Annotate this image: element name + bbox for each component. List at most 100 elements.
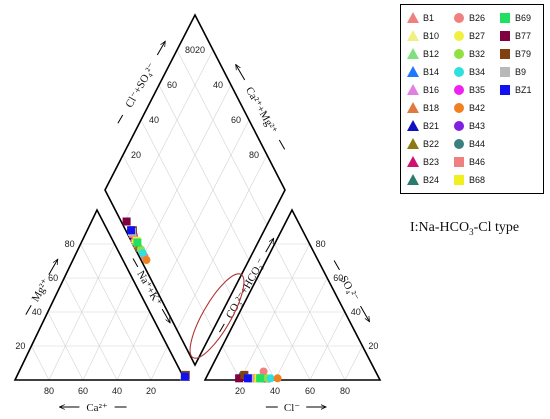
legend-marker: [500, 67, 510, 77]
diamond-left-tick-label: 80: [185, 45, 195, 55]
legend-label: BZ1: [515, 85, 532, 95]
ca-axis-label-text: Ca²⁺: [86, 402, 108, 414]
anion-point-B26: [259, 367, 268, 376]
cation-bottom-tick-label: 60: [78, 386, 88, 396]
so4-axis-label-text: SO₄²⁻: [337, 274, 361, 304]
legend-marker-shape: [454, 49, 464, 59]
anion-right-tick-label: 20: [368, 341, 378, 351]
anion-bottom-tick-label: 40: [270, 386, 280, 396]
diamond-left-tick-label: 20: [131, 150, 141, 160]
type-label-prefix: I:Na-HCO: [410, 220, 470, 235]
legend-marker-shape: [407, 66, 419, 77]
legend-item: B10: [407, 29, 439, 43]
anion-bottom-tick-label: 20: [235, 386, 245, 396]
legend-item: B23: [407, 155, 439, 169]
cation-bottom-tick-label: 20: [146, 386, 156, 396]
anion-triangle: [203, 208, 382, 381]
legend-label: B34: [469, 67, 486, 77]
legend-marker: [454, 13, 464, 23]
legend-item: B79: [499, 47, 531, 61]
legend-marker-shape: [454, 139, 464, 149]
legend-marker-shape: [454, 175, 464, 185]
legend-marker-shape: [454, 13, 464, 23]
legend-marker: [454, 139, 464, 149]
legend-label: B22: [423, 139, 440, 149]
legend-item: B27: [453, 29, 485, 43]
legend-label: B18: [423, 103, 440, 113]
legend-item: B68: [453, 173, 485, 187]
cl-so4-axis-label: Cl⁻+SO₄²⁻: [117, 39, 172, 124]
legend-marker-shape: [454, 31, 464, 41]
cation-gridline: [48, 243, 115, 381]
legend-label: B1: [423, 13, 435, 23]
legend-marker-shape: [407, 174, 419, 185]
na-k-axis-label: Na⁺+K⁺: [132, 258, 175, 326]
legend-marker: [454, 49, 464, 59]
cl-axis-label-text: Cl⁻: [284, 402, 300, 414]
legend-item: B35: [453, 83, 485, 97]
legend-label: B10: [423, 31, 440, 41]
cation-gridline: [150, 345, 168, 381]
legend-label: B16: [423, 85, 440, 95]
legend-label: B12: [423, 49, 440, 59]
anion-bottom-tick-label: 80: [340, 386, 350, 396]
na-k-axis-label-text: Na⁺+K⁺: [134, 269, 164, 309]
legend-label: B32: [469, 49, 486, 59]
cation-gridline: [63, 277, 118, 381]
legend-item: B26: [453, 11, 485, 25]
diamond-right-tick-label: 80: [249, 150, 259, 160]
legend-item: B34: [453, 65, 485, 79]
legend-marker: [454, 67, 464, 77]
legend-marker-shape: [454, 67, 464, 77]
anion-gridline: [256, 277, 311, 381]
legend-marker: [407, 48, 419, 59]
legend-marker: [500, 85, 510, 95]
legend-item: B44: [453, 137, 485, 151]
legend-marker-shape: [454, 121, 464, 131]
diamond-point-BZ1: [127, 226, 136, 235]
legend-marker: [500, 31, 510, 41]
legend-label: B27: [469, 31, 486, 41]
legend-marker: [454, 103, 464, 113]
legend-item: B9: [499, 65, 526, 79]
legend-marker-shape: [500, 85, 510, 95]
mg-axis-label-arrow: [48, 259, 58, 276]
type-label-subscript: 3: [469, 226, 474, 237]
legend-marker-shape: [407, 48, 419, 59]
water-type-label: I:Na-HCO3-Cl type: [410, 220, 519, 237]
ellipse-layer: [189, 273, 245, 359]
legend-label: B69: [515, 13, 532, 23]
anion-point-B69: [256, 374, 265, 383]
so4-axis-label-tail: [333, 260, 340, 271]
legend-marker: [407, 174, 419, 185]
legend-item: B24: [407, 173, 439, 187]
legend-marker: [454, 157, 464, 167]
ca-mg-axis-label-arrow: [236, 64, 246, 81]
cation-gridline: [82, 277, 133, 381]
legend-marker: [407, 66, 419, 77]
cation-bottom-tick-label: 80: [44, 386, 54, 396]
grid-layer: [31, 49, 363, 381]
legend-marker-shape: [407, 156, 419, 167]
legend-marker: [454, 121, 464, 131]
anion-gridline: [239, 243, 310, 381]
legend-marker: [407, 138, 419, 149]
tick-layer: 20 20 20 20 20 20 40 40 40 40 40 40 60 60 60 60 60 60 80 80…: [15, 45, 378, 396]
cation-gridline: [80, 243, 152, 381]
legend-item: B1: [407, 11, 434, 25]
cation-gridline: [31, 345, 50, 381]
legend-marker-shape: [454, 157, 464, 167]
diamond-gridline: [122, 49, 214, 226]
co3-hco3-axis-label-tail: [219, 323, 225, 333]
legend-label: B35: [469, 85, 486, 95]
diamond-left-tick-label: 60: [167, 80, 177, 90]
diamond-gridline: [176, 154, 268, 331]
diamond-gridline: [140, 84, 232, 261]
legend-marker-shape: [407, 138, 419, 149]
legend-marker-shape: [407, 12, 419, 23]
ca-mg-axis-label-tail: [278, 139, 286, 150]
legend-marker: [454, 31, 464, 41]
anion-point-BZ1: [243, 374, 252, 383]
cation-triangle: [13, 208, 187, 381]
legend-item: B42: [453, 101, 485, 115]
